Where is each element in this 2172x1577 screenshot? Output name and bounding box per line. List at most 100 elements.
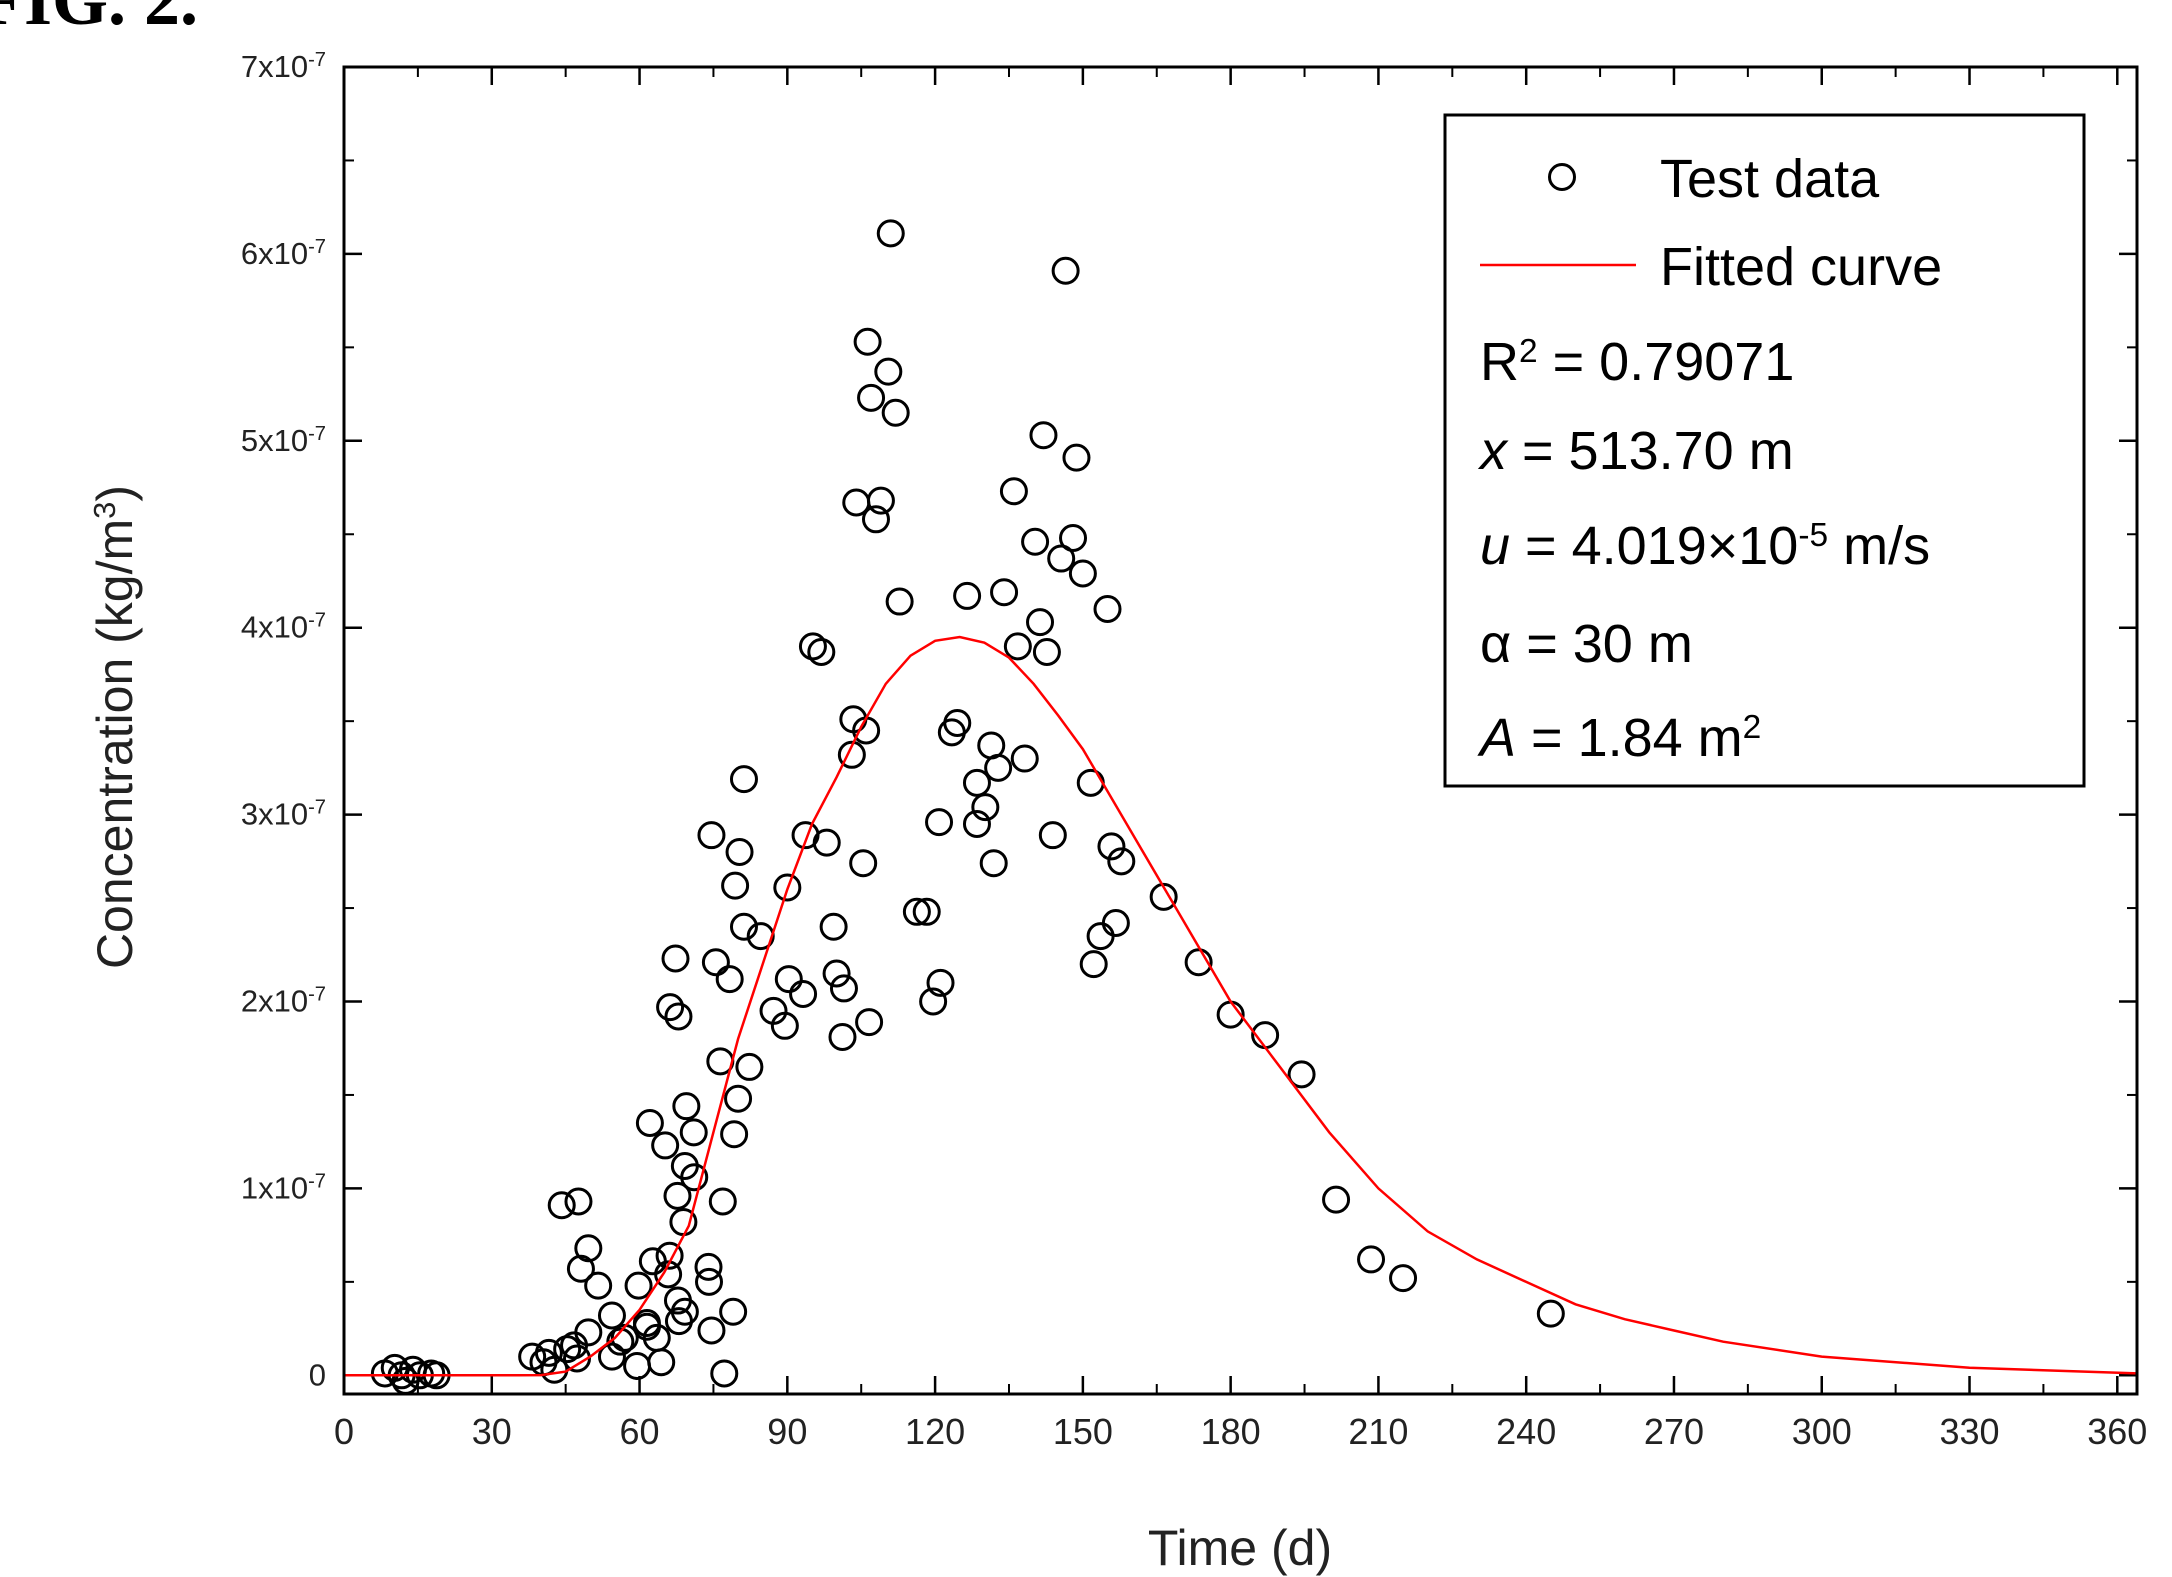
text-part: = 513.70 m — [1507, 421, 1794, 481]
tick-label-base: 1x10 — [241, 1170, 308, 1205]
tick-label-base: 4x10 — [241, 610, 308, 645]
y-tick-label: 0 — [309, 1357, 326, 1392]
data-point — [1047, 544, 1076, 573]
data-point — [876, 219, 905, 248]
data-point — [655, 1241, 684, 1270]
x-tick-label: 210 — [1348, 1411, 1408, 1452]
data-point — [1097, 832, 1126, 861]
data-point — [534, 1338, 563, 1367]
data-point — [962, 768, 991, 797]
data-point — [606, 1327, 635, 1356]
text-part: 2 — [1743, 709, 1762, 746]
data-point — [729, 912, 758, 941]
data-point — [584, 1271, 613, 1300]
data-point — [770, 1011, 799, 1040]
data-point — [773, 873, 802, 902]
data-point — [656, 993, 685, 1022]
data-point — [1038, 821, 1067, 850]
data-point — [971, 793, 1000, 822]
x-tick-label: 90 — [767, 1411, 807, 1452]
y-tick-label: 2x10-7 — [241, 984, 326, 1019]
data-point — [999, 477, 1028, 506]
x-tick-label: 60 — [620, 1411, 660, 1452]
y-tick-label: 1x10-7 — [241, 1170, 326, 1205]
data-point — [855, 1008, 884, 1037]
data-point — [663, 1181, 692, 1210]
data-point — [697, 1316, 726, 1345]
data-point — [661, 944, 690, 973]
tick-label-base: 7x10 — [241, 49, 308, 84]
data-point — [1003, 632, 1032, 661]
data-point — [1029, 421, 1058, 450]
text-part: = 1.84 m — [1516, 708, 1743, 768]
data-point — [632, 1312, 661, 1341]
data-point — [881, 398, 910, 427]
data-point — [1068, 559, 1097, 588]
x-tick-label: 360 — [2087, 1411, 2147, 1452]
text-part: = 4.019×10 — [1510, 516, 1798, 576]
annotation: x = 513.70 m — [1477, 421, 1794, 481]
data-point — [829, 974, 858, 1003]
y-tick-label: 3x10-7 — [241, 797, 326, 832]
legend-label: Test data — [1660, 149, 1880, 209]
data-point — [564, 1187, 593, 1216]
annotation: u = 4.019×10-5 m/s — [1480, 516, 1930, 576]
data-point — [1010, 744, 1039, 773]
data-point — [597, 1301, 626, 1330]
data-point — [710, 1359, 739, 1388]
data-point — [721, 871, 750, 900]
tick-label-exponent: -7 — [308, 1170, 326, 1192]
data-point — [912, 897, 941, 926]
text-part: -5 — [1798, 517, 1828, 554]
data-point — [672, 1092, 701, 1121]
data-point — [715, 965, 744, 994]
data-point — [719, 1297, 748, 1326]
data-point — [774, 965, 803, 994]
data-point — [789, 980, 818, 1009]
tick-label-base: 6x10 — [241, 236, 308, 271]
data-point — [635, 1108, 664, 1137]
data-point — [1059, 523, 1088, 552]
data-point — [1322, 1185, 1351, 1214]
data-point — [1079, 950, 1108, 979]
plot-frame — [342, 65, 2139, 1396]
data-point — [664, 1002, 693, 1031]
data-point — [729, 765, 758, 794]
data-point — [1032, 638, 1061, 667]
text-part: ) — [87, 485, 143, 502]
data-point — [574, 1318, 603, 1347]
text-part: 2 — [1519, 333, 1538, 370]
x-axis-label: Time (d) — [1148, 1520, 1332, 1576]
data-point — [885, 587, 914, 616]
data-point — [1287, 1060, 1316, 1089]
data-point — [1051, 256, 1080, 285]
data-point — [679, 1118, 708, 1147]
data-point — [697, 821, 726, 850]
data-point — [597, 1342, 626, 1371]
tick-label-exponent: -7 — [308, 797, 326, 819]
text-part: R — [1480, 332, 1519, 392]
data-point — [1357, 1245, 1386, 1274]
x-tick-label: 240 — [1496, 1411, 1556, 1452]
data-point — [925, 808, 954, 837]
annotation: α = 30 m — [1480, 614, 1693, 674]
text-part: 3 — [87, 502, 122, 519]
data-point — [857, 383, 886, 412]
text-part: Concentration (kg/m — [87, 519, 143, 969]
data-point — [680, 1163, 709, 1192]
data-point — [874, 357, 903, 386]
text-part: A — [1477, 708, 1516, 768]
data-point — [919, 987, 948, 1016]
data-point — [798, 632, 827, 661]
data-point — [1107, 847, 1136, 876]
data-point — [720, 1120, 749, 1149]
data-point — [701, 948, 730, 977]
plot-area — [342, 65, 2138, 1395]
annotation: R2 = 0.79071 — [1480, 332, 1794, 392]
legend-marker — [1548, 163, 1576, 191]
fitted-curve — [344, 635, 2138, 1377]
text-part: x — [1477, 421, 1509, 481]
x-tick-label: 0 — [334, 1411, 354, 1452]
data-point — [1021, 527, 1050, 556]
tick-label-base: 5x10 — [241, 423, 308, 458]
